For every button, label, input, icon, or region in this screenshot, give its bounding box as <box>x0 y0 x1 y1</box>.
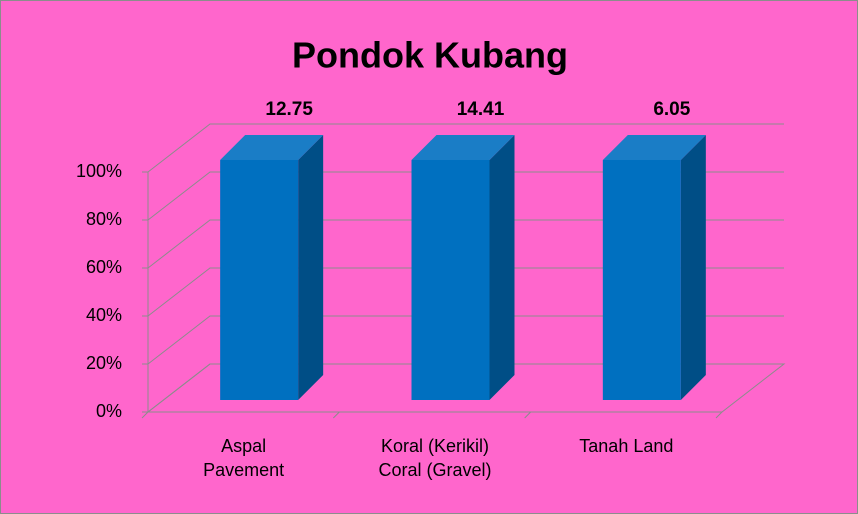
x-tick <box>715 411 723 419</box>
y-tick-label: 60% <box>86 257 122 277</box>
y-tick-label: 0% <box>96 401 122 421</box>
bar <box>411 160 490 400</box>
y-tick-label: 80% <box>86 209 122 229</box>
x-tick <box>332 411 340 419</box>
grid-line <box>147 171 784 221</box>
chart-title: Pondok Kubang <box>292 35 568 76</box>
bar-top <box>602 135 706 160</box>
grid-line <box>147 267 784 317</box>
x-tick <box>141 411 149 419</box>
grid-line <box>147 363 784 413</box>
grid-line <box>147 219 784 269</box>
bar <box>220 160 299 400</box>
bar-side <box>680 135 706 400</box>
x-tick-label: Tanah Land <box>579 436 673 456</box>
bar-top <box>411 135 515 160</box>
grid-line <box>147 315 784 365</box>
bar-top <box>220 135 324 160</box>
y-tick-label: 20% <box>86 353 122 373</box>
data-label: 6.05 <box>653 99 690 120</box>
y-tick-label: 100% <box>76 161 122 181</box>
x-tick-label: Aspal Pavement <box>203 436 284 480</box>
x-tick <box>524 411 532 419</box>
y-tick-label: 40% <box>86 305 122 325</box>
grid-line <box>147 123 784 173</box>
bar-side <box>489 135 515 400</box>
data-label: 14.41 <box>457 99 505 120</box>
data-label: 12.75 <box>265 99 313 120</box>
bar-side <box>298 135 324 400</box>
bar <box>602 160 681 400</box>
x-tick-label: Koral (Kerikil) Coral (Gravel) <box>378 436 491 480</box>
